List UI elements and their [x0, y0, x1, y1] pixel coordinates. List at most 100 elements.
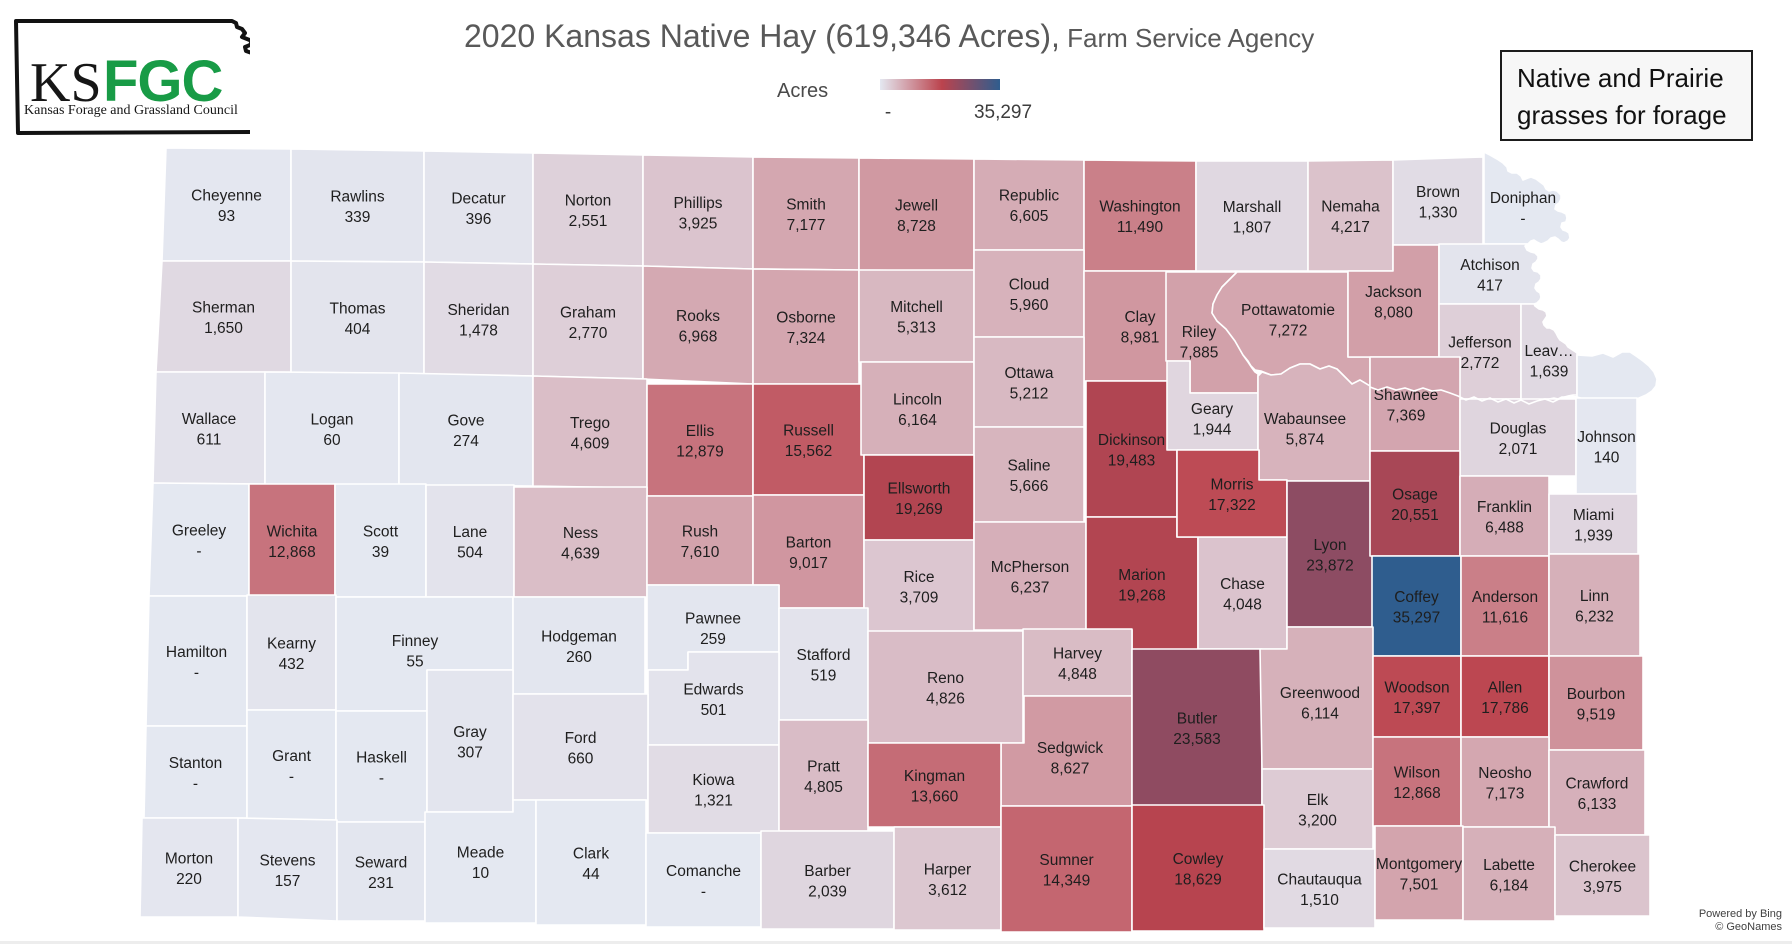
- county-atchison[interactable]: Atchison 417: [1438, 243, 1542, 305]
- county-shape-hodgeman[interactable]: [512, 596, 646, 695]
- county-lincoln[interactable]: Lincoln 6,164: [860, 361, 975, 456]
- county-shape-wyandotte[interactable]: [1576, 351, 1658, 403]
- county-shawnee[interactable]: Shawnee 7,369: [1369, 356, 1461, 452]
- county-republic[interactable]: Republic 6,605: [973, 158, 1085, 251]
- county-rawlins[interactable]: Rawlins 339: [290, 148, 425, 263]
- county-norton[interactable]: Norton 2,551: [532, 152, 644, 267]
- county-pratt[interactable]: Pratt 4,805: [778, 719, 869, 832]
- county-shape-rice[interactable]: [863, 539, 975, 633]
- county-shape-seward[interactable]: [336, 821, 426, 922]
- county-shape-cherokee[interactable]: [1554, 834, 1651, 917]
- county-shape-grant[interactable]: [246, 709, 337, 821]
- county-hodgeman[interactable]: Hodgeman 260: [512, 596, 646, 695]
- county-shape-rawlins[interactable]: [290, 148, 425, 263]
- county-shape-osage[interactable]: [1369, 450, 1461, 557]
- county-reno[interactable]: Reno 4,826: [867, 630, 1024, 744]
- county-stevens[interactable]: Stevens 157: [237, 817, 338, 922]
- county-cheyenne[interactable]: Cheyenne 93: [161, 147, 292, 262]
- county-shape-johnson[interactable]: [1575, 397, 1638, 495]
- county-doniphan[interactable]: Doniphan -: [1483, 151, 1571, 245]
- county-shape-wichita[interactable]: [248, 483, 336, 598]
- county-shape-lane[interactable]: [425, 484, 515, 598]
- county-allen[interactable]: Allen 17,786: [1460, 655, 1550, 738]
- county-gray[interactable]: Gray 307: [426, 669, 514, 813]
- county-shape-crawford[interactable]: [1548, 749, 1646, 836]
- county-nemaha[interactable]: Nemaha 4,217: [1307, 159, 1394, 272]
- county-shape-scott[interactable]: [334, 483, 427, 598]
- county-rush[interactable]: Rush 7,610: [646, 495, 754, 586]
- county-butler[interactable]: Butler 23,583: [1131, 648, 1263, 807]
- county-shape-republic[interactable]: [973, 158, 1085, 251]
- county-sumner[interactable]: Sumner 14,349: [1000, 805, 1133, 933]
- county-shape-cloud[interactable]: [973, 249, 1085, 338]
- county-smith[interactable]: Smith 7,177: [752, 156, 860, 271]
- county-shape-rush[interactable]: [646, 495, 754, 586]
- county-thomas[interactable]: Thomas 404: [290, 260, 425, 375]
- county-shape-montgomery[interactable]: [1374, 825, 1464, 921]
- county-ford[interactable]: Ford 660: [512, 693, 649, 801]
- county-shape-harper[interactable]: [893, 826, 1002, 931]
- county-decatur[interactable]: Decatur 396: [423, 150, 534, 265]
- county-mcpherson[interactable]: McPherson 6,237: [973, 521, 1087, 631]
- county-wichita[interactable]: Wichita 12,868: [248, 483, 336, 598]
- county-franklin[interactable]: Franklin 6,488: [1459, 475, 1550, 557]
- county-grant[interactable]: Grant -: [246, 709, 337, 821]
- county-shape-ellsworth[interactable]: [863, 454, 975, 541]
- county-shape-morton[interactable]: [139, 817, 239, 918]
- county-washington[interactable]: Washington 11,490: [1083, 159, 1197, 272]
- county-shape-sumner[interactable]: [1000, 805, 1133, 933]
- county-ness[interactable]: Ness 4,639: [513, 486, 648, 598]
- county-sedgwick[interactable]: Sedgwick 8,627: [1000, 695, 1133, 807]
- county-shape-smith[interactable]: [752, 156, 860, 271]
- county-montgomery[interactable]: Montgomery 7,501: [1374, 825, 1464, 921]
- county-wilson[interactable]: Wilson 12,868: [1372, 736, 1462, 827]
- county-ellis[interactable]: Ellis 12,879: [646, 383, 754, 497]
- county-trego[interactable]: Trego 4,609: [532, 375, 648, 489]
- county-stanton[interactable]: Stanton -: [143, 725, 248, 819]
- county-shape-harvey[interactable]: [1022, 628, 1133, 697]
- county-morton[interactable]: Morton 220: [139, 817, 239, 918]
- county-shape-logan[interactable]: [264, 371, 400, 486]
- county-shape-wallace[interactable]: [152, 371, 266, 485]
- county-leavenworth[interactable]: Leav… 1,639: [1520, 303, 1578, 403]
- county-shape-dickinson[interactable]: [1085, 380, 1178, 518]
- county-ellsworth[interactable]: Ellsworth 19,269: [863, 454, 975, 541]
- county-shape-chase[interactable]: [1197, 536, 1288, 650]
- county-shape-mcpherson[interactable]: [973, 521, 1087, 631]
- county-anderson[interactable]: Anderson 11,616: [1460, 555, 1550, 657]
- county-shape-sheridan[interactable]: [423, 261, 534, 377]
- county-chautauqua[interactable]: Chautauqua 1,510: [1263, 848, 1376, 929]
- county-shape-neosho[interactable]: [1460, 736, 1550, 828]
- county-shape-clark[interactable]: [535, 799, 647, 926]
- county-shape-allen[interactable]: [1460, 655, 1550, 738]
- county-greeley[interactable]: Greeley -: [148, 482, 250, 597]
- county-shape-stafford[interactable]: [778, 607, 869, 721]
- county-gove[interactable]: Gove 274: [398, 372, 534, 487]
- county-geary[interactable]: Geary 1,944: [1166, 360, 1259, 451]
- county-shape-gove[interactable]: [398, 372, 534, 487]
- county-shape-washington[interactable]: [1083, 159, 1197, 272]
- county-stafford[interactable]: Stafford 519: [778, 607, 869, 721]
- county-shape-norton[interactable]: [532, 152, 644, 267]
- county-seward[interactable]: Seward 231: [336, 821, 426, 922]
- county-shape-lyon[interactable]: [1286, 480, 1374, 628]
- county-jewell[interactable]: Jewell 8,728: [858, 157, 975, 272]
- county-coffey[interactable]: Coffey 35,297: [1371, 555, 1462, 657]
- county-crawford[interactable]: Crawford 6,133: [1548, 749, 1646, 836]
- county-dickinson[interactable]: Dickinson 19,483: [1085, 380, 1178, 518]
- county-shape-marshall[interactable]: [1195, 160, 1309, 272]
- county-marion[interactable]: Marion 19,268: [1085, 516, 1199, 652]
- county-shape-miami[interactable]: [1548, 493, 1639, 555]
- county-kiowa[interactable]: Kiowa 1,321: [647, 744, 780, 834]
- county-shape-trego[interactable]: [532, 375, 648, 489]
- county-meade[interactable]: Meade 10: [424, 799, 537, 924]
- county-shape-sherman[interactable]: [155, 260, 292, 373]
- county-mitchell[interactable]: Mitchell 5,313: [858, 269, 975, 363]
- county-shape-reno[interactable]: [867, 630, 1024, 744]
- county-morris[interactable]: Morris 17,322: [1176, 449, 1288, 538]
- county-shape-comanche[interactable]: [645, 832, 762, 928]
- county-shape-greeley[interactable]: [148, 482, 250, 597]
- county-kearny[interactable]: Kearny 432: [246, 594, 337, 711]
- county-miami[interactable]: Miami 1,939: [1548, 493, 1639, 555]
- county-marshall[interactable]: Marshall 1,807: [1195, 160, 1309, 272]
